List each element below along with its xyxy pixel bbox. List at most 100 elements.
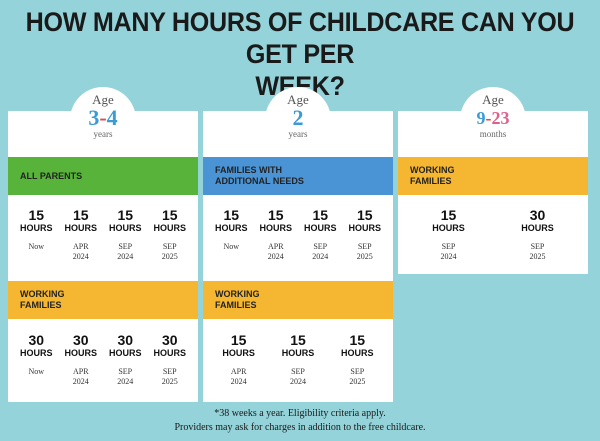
date-label: APR 2024 (59, 242, 103, 262)
group-label-line-1: WORKING (410, 165, 455, 175)
group-label-line-1: FAMILIES WITH (215, 165, 282, 175)
date-month: APR (267, 242, 284, 251)
age-9-23-card: Age 9-23 months WORKING FAMILIES 15 HOURS S… (398, 87, 588, 274)
date-label: SEP 2024 (276, 367, 320, 387)
date-label: SEP 2025 (148, 367, 192, 387)
hours-value: 15 (349, 332, 366, 348)
date-year: 2025 (356, 252, 373, 261)
group-label-line-2: ADDITIONAL NEEDS (215, 176, 304, 186)
group-label-line-2: FAMILIES (20, 300, 62, 310)
date-month: APR (230, 367, 247, 376)
hours-value: 15 (161, 207, 178, 223)
group-label: WORKING FAMILIES (20, 289, 65, 311)
hours-unit: HOURS (19, 348, 53, 358)
hours-item: 15 HOURS Now (209, 207, 253, 262)
hours-value: 15 (28, 207, 45, 223)
date-year: 2024 (117, 252, 134, 261)
date-month: SEP (357, 242, 372, 251)
age-badge: Age 2 years (265, 87, 331, 153)
date-month: SEP (118, 242, 133, 251)
footnote-line-2: Providers may ask for charges in additio… (174, 422, 426, 433)
hours-unit: HOURS (214, 223, 248, 233)
hours-unit: HOURS (222, 348, 255, 358)
date-label: SEP 2025 (516, 242, 560, 262)
age-unit: months (479, 129, 507, 139)
hours-unit: HOURS (153, 223, 186, 233)
date-label: Now (223, 242, 240, 251)
date-label: APR 2024 (254, 242, 298, 262)
hours-unit: HOURS (108, 348, 142, 358)
hours-item: 15 HOURS APR 2024 (254, 207, 298, 262)
hours-item: 30 HOURS Now (14, 332, 58, 387)
date-label: SEP 2024 (298, 242, 342, 262)
hours-row: 15 HOURS APR 2024 15 HOURS SEP 2024 15 HOURS SEP… (203, 332, 393, 387)
date-month: APR (72, 367, 89, 376)
title-line-1: HOW MANY HOURS OF CHILDCARE CAN YOU GET … (25, 7, 575, 69)
age-range: 9-23 (476, 108, 510, 128)
hours-value: 15 (440, 207, 457, 223)
date-year: 2024 (72, 252, 89, 261)
date-year: 2025 (349, 377, 366, 386)
age-badge: Age 9-23 months (460, 87, 526, 153)
date-month: SEP (162, 367, 177, 376)
date-label: APR 2024 (217, 367, 261, 387)
date-year: 2024 (72, 377, 89, 386)
hours-row: 15 HOURS Now 15 HOURS APR 2024 15 HOURS SEP 2024… (8, 207, 198, 262)
hours-unit: HOURS (341, 348, 374, 358)
hours-unit: HOURS (153, 348, 186, 358)
hours-value: 15 (72, 207, 89, 223)
hours-item: 30 HOURS APR 2024 (59, 332, 103, 387)
page-title: HOW MANY HOURS OF CHILDCARE CAN YOU GET … (21, 6, 579, 102)
age-range: 2 (292, 105, 304, 130)
hours-item: 15 HOURS SEP 2024 (276, 332, 320, 387)
date-year: 2024 (440, 252, 457, 261)
age-unit: years (93, 129, 113, 139)
age-2-card: Age 2 years FAMILIES WITH ADDITIONAL NEED… (203, 87, 393, 402)
date-label: SEP 2025 (148, 242, 192, 262)
group-band-working-families: WORKING FAMILIES (398, 157, 588, 195)
hours-item: 15 HOURS SEP 2024 (103, 207, 147, 262)
group-label-line-2: FAMILIES (410, 176, 452, 186)
hours-item: 30 HOURS SEP 2024 (103, 332, 147, 387)
hours-value: 30 (529, 207, 546, 223)
hours-unit: HOURS (303, 223, 337, 233)
hours-value: 15 (267, 207, 284, 223)
hours-value: 15 (117, 207, 134, 223)
hours-item: 30 HOURS SEP 2025 (148, 332, 192, 387)
date-year: 2024 (289, 377, 306, 386)
group-band-working-families: WORKING FAMILIES (8, 281, 198, 319)
date-month: SEP (118, 367, 133, 376)
hours-unit: HOURS (432, 223, 465, 233)
date-month: SEP (530, 242, 545, 251)
hours-item: 15 HOURS SEP 2025 (343, 207, 387, 262)
date-year: 2024 (230, 377, 247, 386)
date-year: 2025 (161, 377, 178, 386)
hours-value: 15 (356, 207, 373, 223)
group-band-all-parents: ALL PARENTS (8, 157, 198, 195)
date-year: 2024 (267, 252, 284, 261)
hours-value: 15 (312, 207, 329, 223)
date-month: SEP (291, 367, 305, 376)
hours-unit: HOURS (19, 223, 53, 233)
age-word: Age (92, 92, 114, 107)
date-year: 2025 (161, 252, 178, 261)
date-label: APR 2024 (59, 367, 103, 387)
hours-item: 15 HOURS SEP 2025 (335, 332, 379, 387)
date-label: SEP 2024 (427, 242, 471, 262)
hours-item: 15 HOURS SEP 2025 (148, 207, 192, 262)
date-month: SEP (350, 367, 365, 376)
group-label: FAMILIES WITH ADDITIONAL NEEDS (215, 165, 304, 187)
footnote-line-1: *38 weeks a year. Eligibility criteria a… (214, 408, 386, 419)
hours-item: 15 HOURS Now (14, 207, 58, 262)
age-range: 3-4 (88, 105, 118, 130)
date-month: SEP (313, 242, 328, 251)
hours-item: 15 HOURS SEP 2024 (298, 207, 342, 262)
hours-value: 15 (230, 332, 247, 348)
hours-unit: HOURS (64, 223, 97, 233)
date-label: SEP 2024 (103, 367, 147, 387)
date-month: SEP (162, 242, 177, 251)
date-label: Now (28, 242, 45, 251)
date-year: 2025 (529, 252, 546, 261)
hours-row: 30 HOURS Now 30 HOURS APR 2024 30 HOURS SEP 2024… (8, 332, 198, 387)
hours-row: 15 HOURS SEP 2024 30 HOURS SEP 2025 (398, 207, 588, 262)
